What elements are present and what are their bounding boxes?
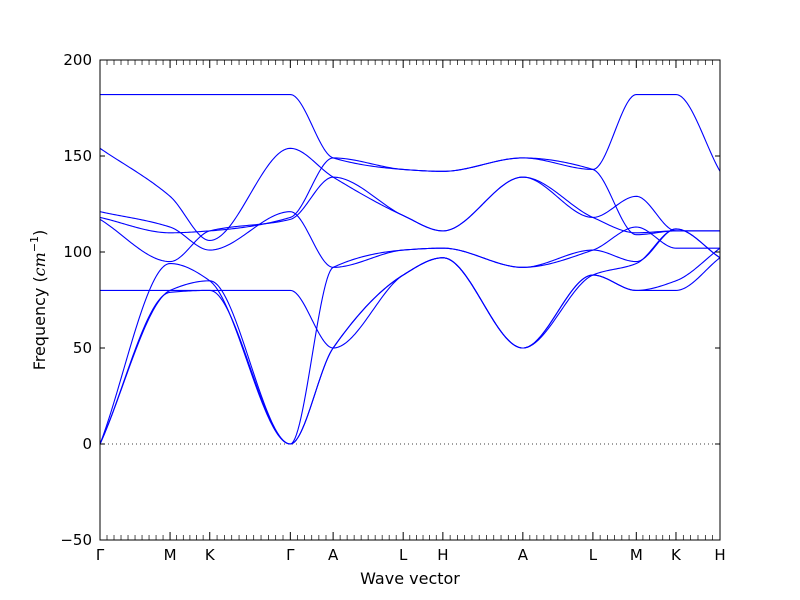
band-4	[99, 157, 720, 236]
band-9	[99, 247, 721, 445]
y-tick-label: 100	[63, 243, 92, 261]
x-tick-label: K	[205, 546, 216, 564]
y-tick-label: 150	[63, 147, 92, 165]
band-5	[99, 176, 720, 263]
band-7	[99, 228, 721, 445]
x-tick-label: M	[164, 546, 177, 564]
y-axis-label-unit: cm	[30, 252, 49, 276]
y-tick-labels: −50 0 50 100 150 200	[60, 51, 92, 549]
x-tick-label: A	[328, 546, 339, 564]
axis-ticks	[99, 59, 721, 541]
x-tick-label: K	[671, 546, 682, 564]
x-tick-label: A	[518, 546, 529, 564]
y-tick-label: 0	[82, 435, 92, 453]
y-axis-label-text: Frequency (	[30, 276, 49, 370]
x-tick-label: M	[630, 546, 643, 564]
x-tick-label: L	[589, 546, 598, 564]
x-tick-label: Γ	[96, 546, 105, 564]
y-tick-label: −50	[60, 531, 92, 549]
y-axis-label: Frequency (cm−1)	[28, 230, 49, 371]
x-tick-label: L	[399, 546, 408, 564]
x-tick-label: H	[437, 546, 448, 564]
x-tick-label: Γ	[286, 546, 295, 564]
x-tick-label: H	[714, 546, 725, 564]
y-axis-label-exponent: −1	[28, 236, 41, 252]
y-tick-label: 50	[73, 339, 92, 357]
phonon-bands	[99, 94, 721, 445]
x-axis-label: Wave vector	[360, 569, 460, 588]
y-tick-label: 200	[63, 51, 92, 69]
y-axis-label-close: )	[30, 230, 49, 236]
